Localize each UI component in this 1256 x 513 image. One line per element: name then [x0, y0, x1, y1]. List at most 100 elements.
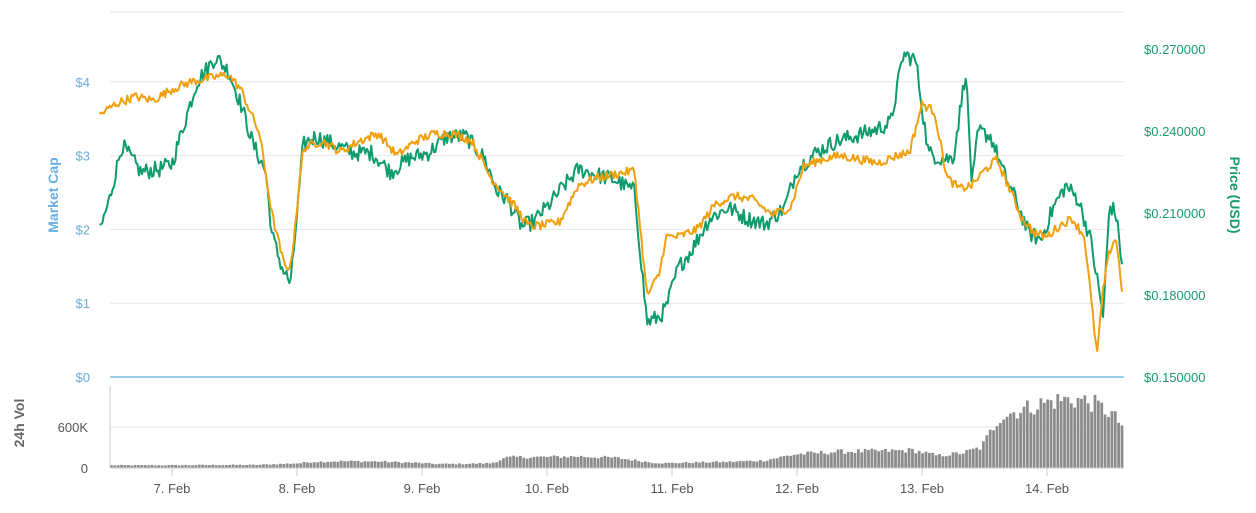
volume-bar — [863, 448, 867, 468]
volume-bar — [245, 464, 248, 468]
volume-bar — [542, 456, 546, 468]
x-tick-label: 14. Feb — [1025, 481, 1069, 496]
volume-bar — [485, 462, 488, 468]
volume-bar — [282, 463, 286, 468]
volume-bar — [715, 461, 718, 468]
volume-bar — [728, 461, 732, 468]
volume-bar — [1066, 397, 1070, 468]
left-tick-label: $4 — [76, 75, 90, 90]
volume-bar — [890, 449, 894, 468]
volume-bar — [836, 449, 840, 468]
volume-bar — [924, 451, 928, 468]
volume-bar — [613, 456, 617, 468]
volume-bar — [806, 451, 810, 468]
volume-bar — [448, 463, 451, 468]
volume-bar — [1036, 409, 1039, 468]
volume-bar — [133, 464, 137, 468]
volume-bar — [796, 454, 799, 468]
volume-bar — [799, 453, 803, 468]
volume-bar — [745, 460, 749, 468]
volume-bar — [593, 457, 597, 468]
volume-bar — [1025, 400, 1029, 468]
volume-bar — [853, 453, 857, 468]
volume-bar — [982, 441, 985, 468]
volume-bar — [985, 435, 989, 468]
volume-bar — [687, 462, 691, 468]
volume-bar — [333, 461, 336, 468]
volume-bar — [377, 461, 380, 468]
x-tick-label: 12. Feb — [775, 481, 819, 496]
volume-bar — [1113, 411, 1117, 468]
volume-bar — [137, 465, 140, 468]
volume-bar — [900, 450, 904, 468]
volume-bar — [285, 463, 289, 468]
x-tick-label: 13. Feb — [900, 481, 944, 496]
volume-bar — [268, 464, 272, 468]
volume-bar — [789, 455, 793, 468]
volume-bar — [302, 461, 306, 468]
volume-bar — [397, 462, 401, 468]
volume-bar — [998, 422, 1002, 468]
volume-bar — [586, 457, 590, 468]
volume-bar — [120, 464, 123, 468]
volume-bar — [559, 457, 563, 468]
volume-bar — [187, 465, 191, 468]
volume-bar — [921, 453, 924, 468]
volume-bar — [475, 463, 478, 468]
volume-bar — [813, 452, 816, 468]
volume-bar — [299, 463, 303, 468]
volume-bar — [126, 465, 130, 468]
volume-bar — [708, 462, 712, 468]
volume-bar — [535, 456, 539, 468]
volume-bar — [1039, 398, 1043, 468]
volume-bar — [150, 465, 154, 468]
volume-bar — [488, 463, 492, 468]
volume-bar — [965, 450, 968, 468]
volume-bar — [1042, 402, 1046, 468]
volume-bar — [589, 457, 593, 468]
volume-bar — [1100, 402, 1104, 468]
volume-bar — [228, 464, 232, 468]
volume-bar — [677, 463, 681, 468]
volume-bar — [1093, 394, 1097, 468]
volume-bar — [1073, 407, 1077, 468]
volume-bar — [272, 464, 276, 468]
right-tick-label: $0.270000 — [1144, 42, 1205, 57]
market-cap-line — [98, 71, 1123, 352]
volume-bar — [414, 462, 417, 468]
volume-bar — [704, 462, 708, 468]
volume-bar — [130, 465, 134, 468]
volume-bar — [241, 465, 245, 468]
volume-tick-label: 0 — [81, 461, 88, 476]
volume-bar — [346, 461, 350, 468]
volume-bar — [948, 455, 952, 468]
volume-bar — [623, 459, 627, 468]
volume-bar — [762, 461, 766, 468]
volume-bar — [191, 465, 194, 468]
volume-bar — [718, 462, 722, 468]
right-axis-title: Price (USD) — [1227, 156, 1243, 233]
volume-bar — [224, 465, 228, 468]
volume-bar — [279, 463, 282, 468]
volume-bar — [170, 464, 174, 468]
volume-bar — [610, 457, 614, 468]
volume-bar — [194, 465, 198, 468]
volume-bar — [850, 452, 853, 468]
volume-bar — [576, 457, 580, 468]
volume-bar — [873, 449, 877, 468]
volume-bar — [978, 449, 982, 468]
volume-bar — [427, 462, 431, 468]
volume-bar — [532, 456, 536, 468]
volume-bar — [596, 458, 600, 468]
volume-bar — [772, 458, 776, 468]
volume-bar — [363, 461, 367, 468]
volume-bar — [265, 464, 269, 468]
volume-bar — [471, 463, 475, 468]
volume-bar — [110, 465, 113, 468]
volume-bar — [1069, 403, 1073, 468]
volume-bar — [846, 451, 850, 468]
volume-bar — [525, 458, 529, 468]
volume-bar — [968, 449, 972, 468]
volume-bar — [556, 456, 559, 468]
volume-bar — [758, 460, 762, 468]
